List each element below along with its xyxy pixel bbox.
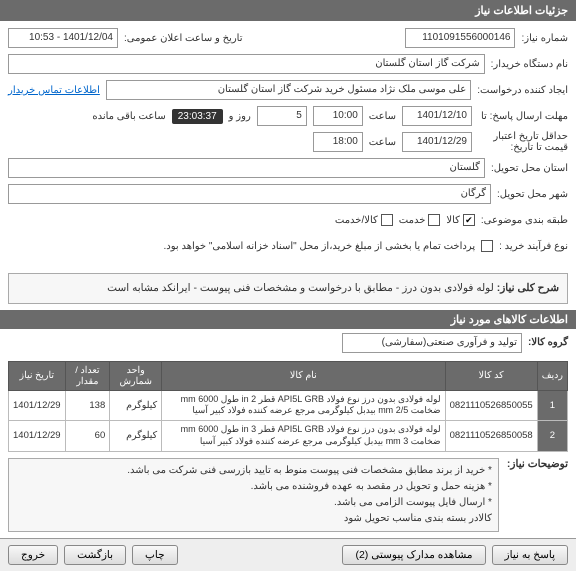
announce-dt-field: 1401/12/04 - 10:53: [8, 28, 118, 48]
check-icon: [428, 214, 440, 226]
org-field: شرکت گاز استان گلستان: [8, 54, 485, 74]
check-icon: [481, 240, 493, 252]
items-table: ردیفکد کالانام کالاواحد شمارشتعداد / مقد…: [8, 361, 568, 452]
main-header: جزئیات اطلاعات نیاز: [0, 0, 576, 21]
remarks-label: توضیحات نیاز:: [507, 458, 568, 532]
table-header: واحد شمارش: [110, 361, 162, 390]
contact-link[interactable]: اطلاعات تماس خریدار: [8, 85, 100, 96]
reply-button[interactable]: پاسخ به نیاز: [492, 545, 568, 565]
group-field: تولید و فرآوری صنعتی(سفارشی): [342, 333, 522, 353]
table-header: ردیف: [537, 361, 567, 390]
need-no-field: 1101091556000146: [405, 28, 515, 48]
reply-date-field: 1401/12/10: [402, 106, 472, 126]
group-label: گروه کالا:: [528, 337, 568, 348]
print-button[interactable]: چاپ: [132, 545, 178, 565]
reply-days-field: 5: [257, 106, 307, 126]
check-icon: [463, 214, 475, 226]
service-check[interactable]: خدمت: [399, 214, 441, 226]
purchase-type-label: نوع فرآیند خرید :: [499, 241, 568, 252]
purchase-note: پرداخت تمام یا بخشی از مبلغ خرید،از محل …: [164, 241, 476, 252]
remaining-label: ساعت باقی مانده: [92, 111, 165, 122]
validity-date-field: 1401/12/29: [402, 132, 472, 152]
time-label-2: ساعت: [369, 137, 396, 148]
table-header: کد کالا: [445, 361, 537, 390]
table-row: 10821110526850055لوله فولادی بدون درز نو…: [9, 390, 568, 420]
reply-time-field: 10:00: [313, 106, 363, 126]
table-header: تاریخ نیاز: [9, 361, 66, 390]
requester-label: ایجاد کننده درخواست:: [477, 85, 568, 96]
both-check[interactable]: کالا/خدمت: [335, 214, 393, 226]
city-label: شهر محل تحویل:: [497, 189, 568, 200]
requester-field: علی موسی ملک نژاد مسئول خرید شرکت گاز اس…: [106, 80, 471, 100]
org-label: نام دستگاه خریدار:: [491, 59, 568, 70]
day-label: روز و: [229, 111, 251, 122]
exit-button[interactable]: خروج: [8, 545, 58, 565]
purchase-check[interactable]: [481, 240, 493, 252]
time-label-1: ساعت: [369, 111, 396, 122]
table-header: تعداد / مقدار: [65, 361, 110, 390]
remarks-body: * خرید از برند مطابق مشخصات فنی پیوست من…: [8, 458, 499, 532]
province-label: استان محل تحویل:: [491, 163, 568, 174]
validity-time-field: 18:00: [313, 132, 363, 152]
city-field: گرگان: [8, 184, 491, 204]
announce-dt-label: تاریخ و ساعت اعلان عمومی:: [124, 33, 243, 44]
need-desc-header: شرح کلی نیاز:: [497, 282, 559, 294]
check-icon: [381, 214, 393, 226]
docs-button[interactable]: مشاهده مدارک پیوستی (2): [342, 545, 485, 565]
footer: پاسخ به نیاز مشاهده مدارک پیوستی (2) چاپ…: [0, 538, 576, 571]
validity-label: حداقل تاریخ اعتبارقیمت تا تاریخ:: [478, 131, 568, 153]
countdown-field: 23:03:37: [172, 109, 223, 124]
reply-deadline-label: مهلت ارسال پاسخ: تا: [478, 111, 568, 122]
classification-label: طبقه بندی موضوعی:: [481, 215, 568, 226]
province-field: گلستان: [8, 158, 485, 178]
need-desc-text: لوله فولادی بدون درز - مطابق با درخواست …: [107, 282, 494, 294]
goods-check[interactable]: کالا: [446, 214, 475, 226]
table-header: نام کالا: [162, 361, 445, 390]
items-header: اطلاعات کالاهای مورد نیاز: [0, 310, 576, 329]
table-row: 20821110526850058لوله فولادی بدون درز نو…: [9, 421, 568, 451]
back-button[interactable]: بازگشت: [64, 545, 126, 565]
need-no-label: شماره نیاز:: [521, 33, 568, 44]
